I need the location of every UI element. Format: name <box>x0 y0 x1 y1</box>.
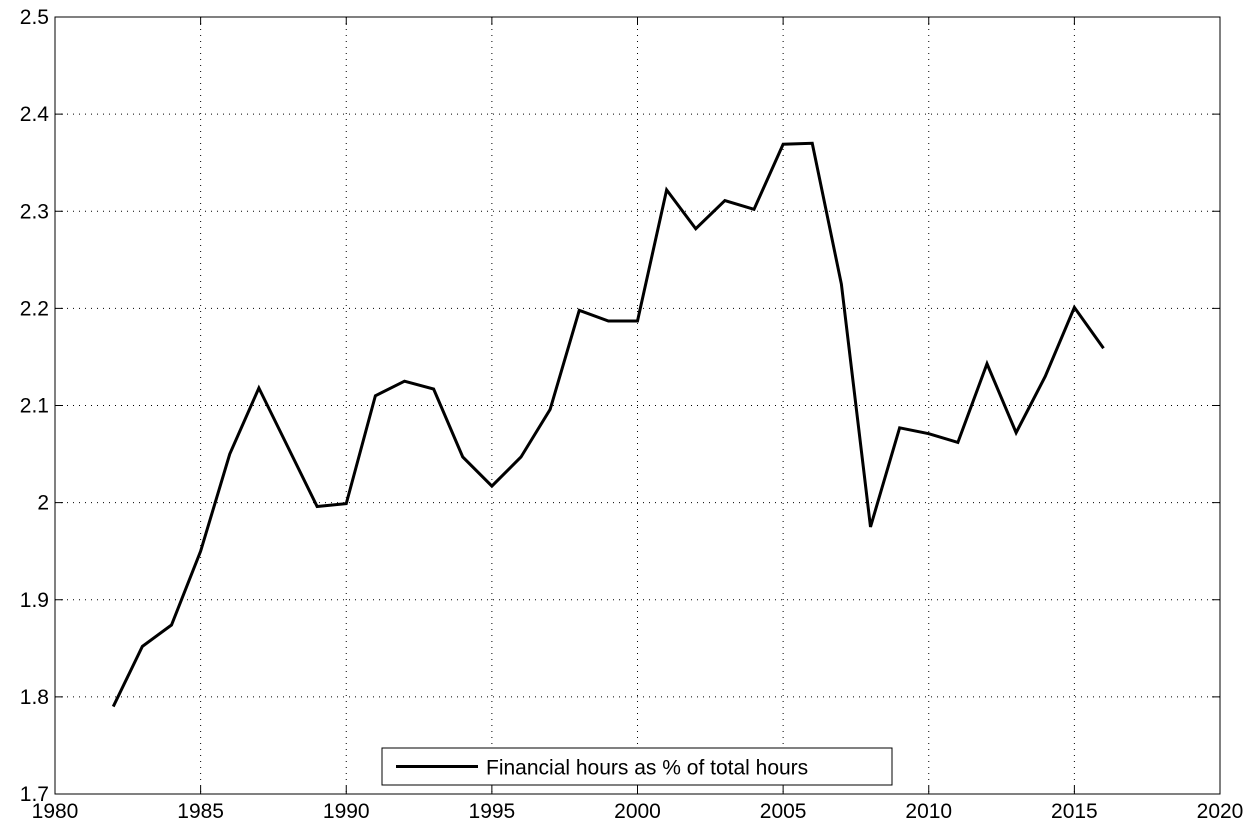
x-tick-label: 2000 <box>614 800 661 823</box>
legend-label: Financial hours as % of total hours <box>486 757 808 780</box>
plot-frame <box>54 16 1221 795</box>
y-tick-label: 2.1 <box>20 395 49 418</box>
x-tick-label: 1985 <box>177 800 224 823</box>
x-tick-label: 2005 <box>760 800 807 823</box>
y-tick-label: 2.3 <box>20 200 49 223</box>
y-tick-label: 2.4 <box>20 103 50 126</box>
y-tick-label: 2.5 <box>20 6 49 29</box>
x-tick-label: 2020 <box>1197 800 1244 823</box>
x-tick-label: 1980 <box>32 800 79 823</box>
y-tick-label: 2 <box>37 492 49 515</box>
legend-box <box>381 747 893 786</box>
x-tick-label: 2015 <box>1051 800 1098 823</box>
x-tick-label: 1990 <box>323 800 370 823</box>
data-line <box>111 141 1105 708</box>
y-tick-label: 1.9 <box>20 589 49 612</box>
y-tick-label: 1.8 <box>20 686 49 709</box>
y-tick-label: 2.2 <box>20 297 49 320</box>
y-tick-label: 1.7 <box>20 783 49 806</box>
x-tick-label: 1995 <box>469 800 516 823</box>
x-tick-label: 2010 <box>905 800 952 823</box>
